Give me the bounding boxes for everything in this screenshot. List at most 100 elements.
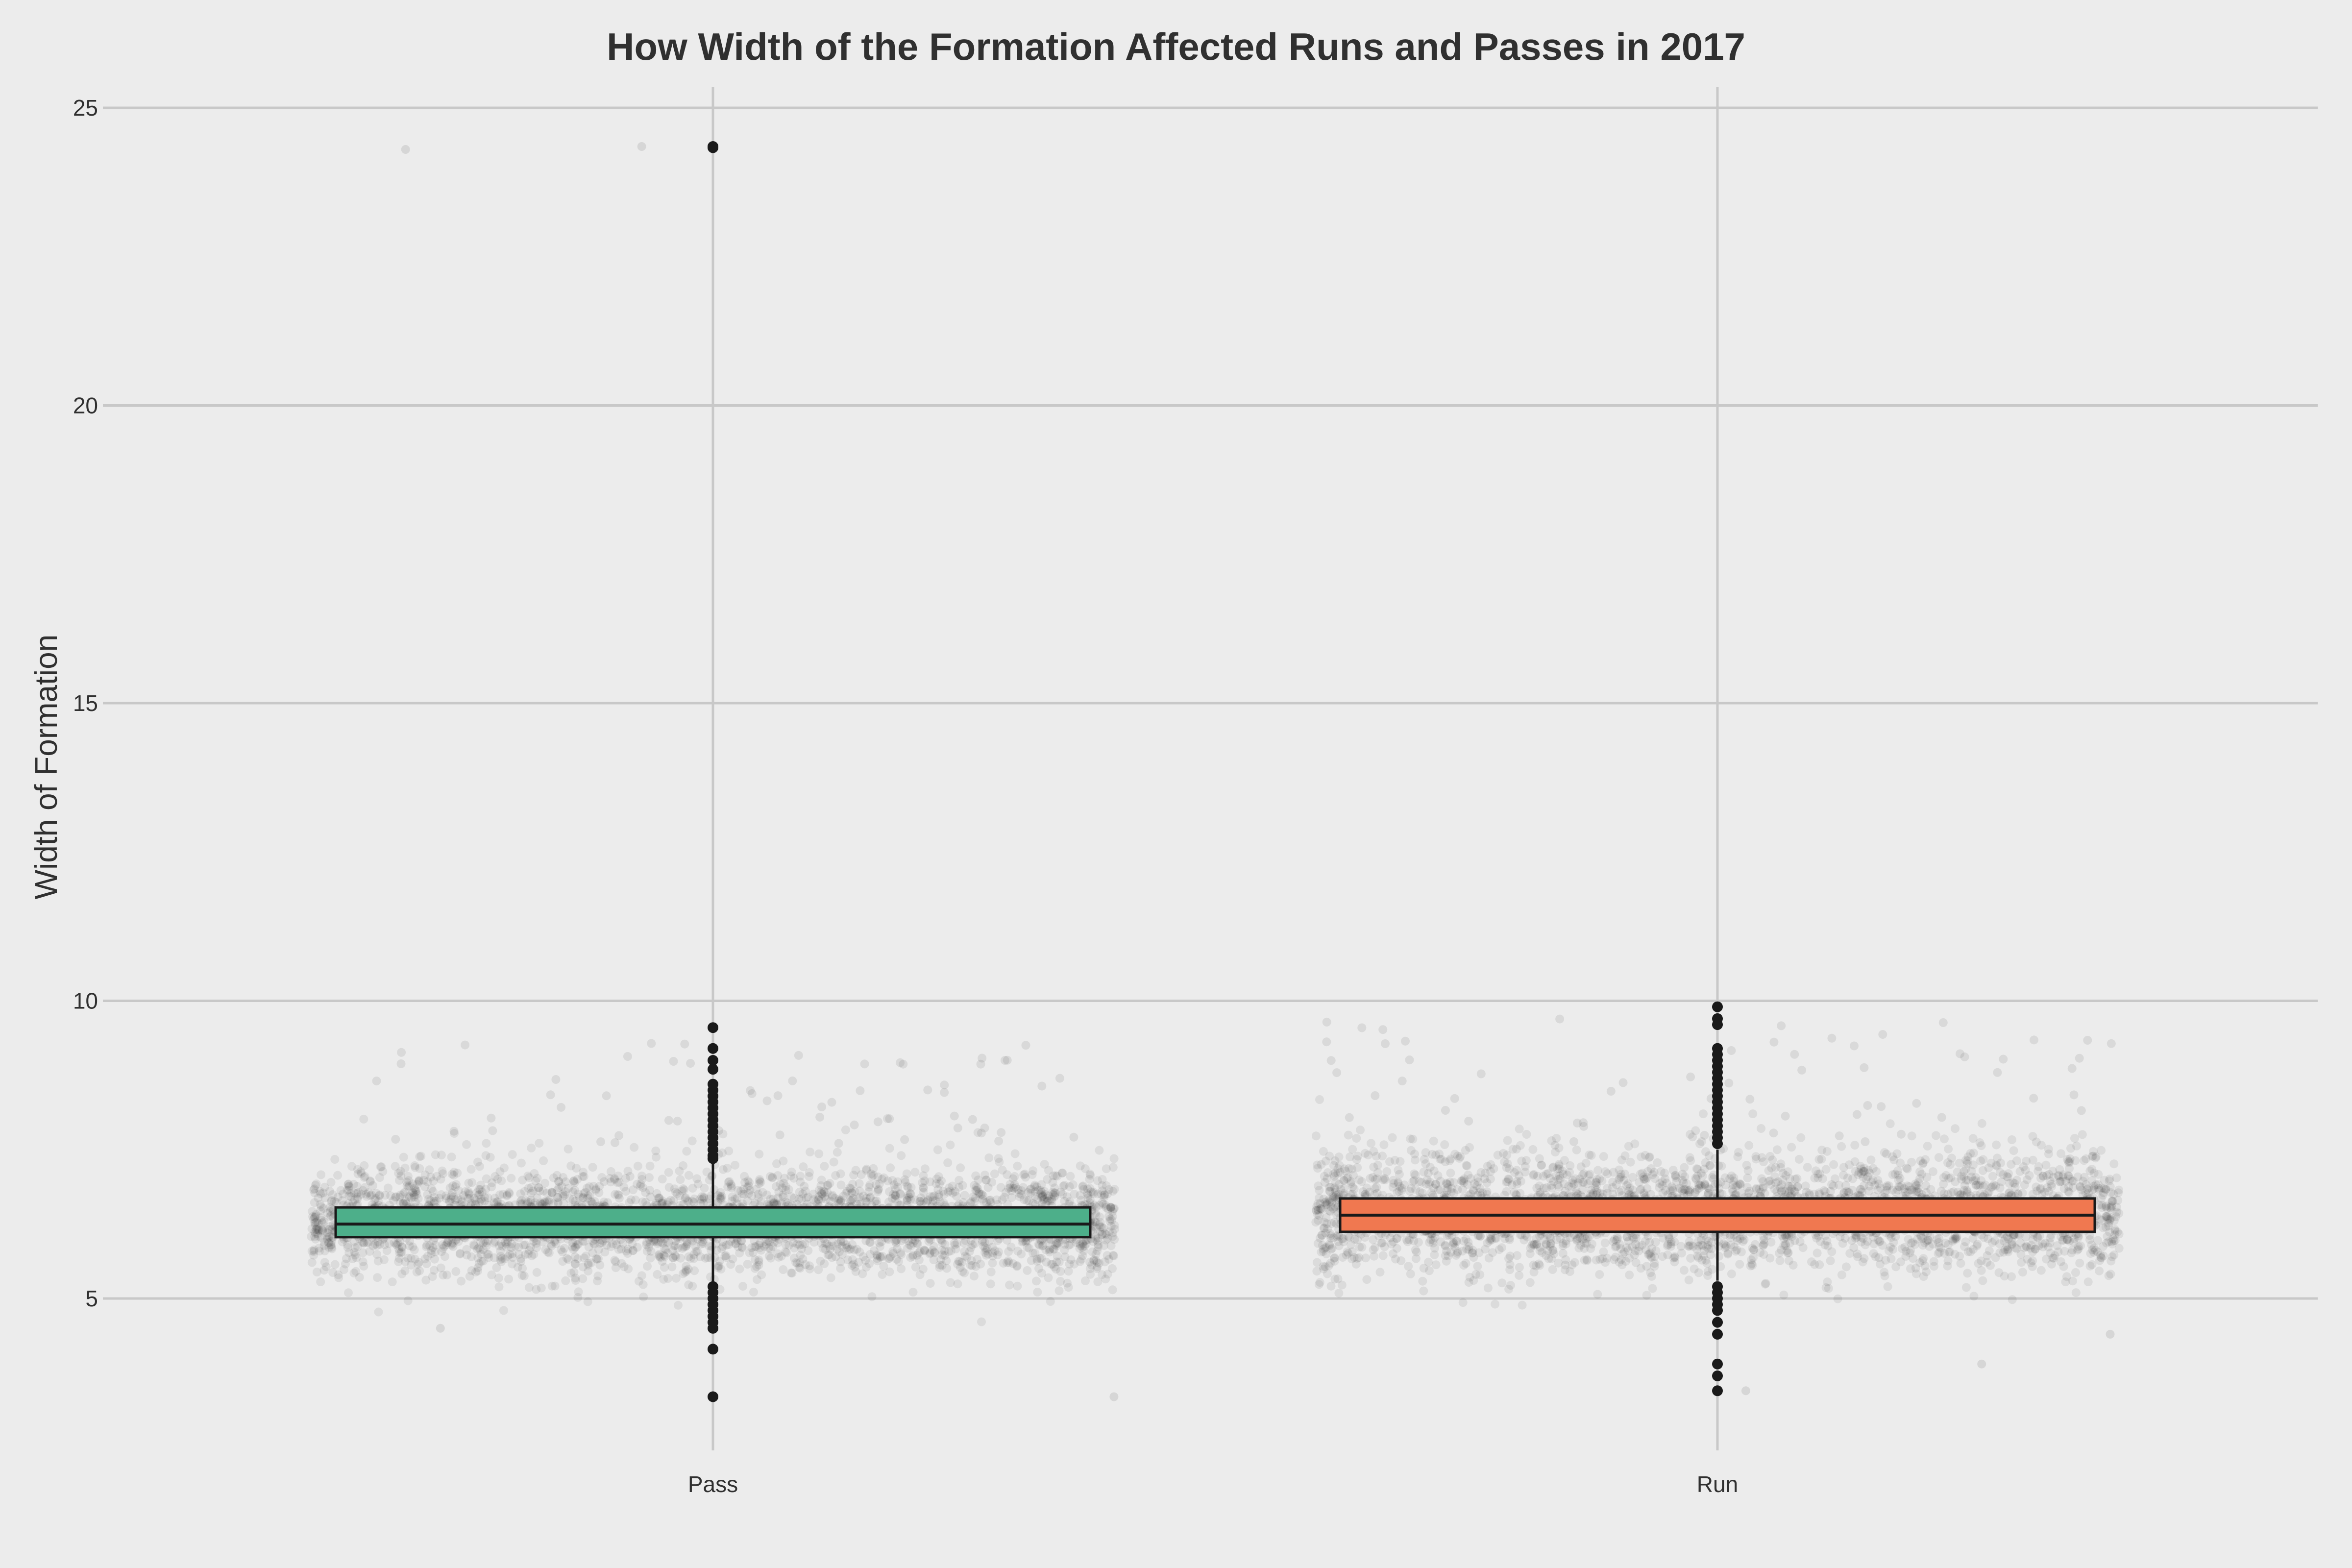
jitter-point (447, 1170, 457, 1179)
jitter-point (1765, 1152, 1775, 1161)
jitter-point (499, 1306, 508, 1315)
jitter-point (395, 1192, 404, 1201)
jitter-point (646, 1192, 655, 1201)
jitter-point (982, 1244, 992, 1253)
jitter-point (872, 1250, 882, 1259)
jitter-point (1006, 1242, 1016, 1251)
jitter-point (1104, 1212, 1113, 1221)
jitter-point (864, 1187, 873, 1197)
jitter-point (743, 1260, 752, 1269)
jitter-point (1098, 1230, 1107, 1239)
jitter-point (1106, 1203, 1115, 1212)
jitter-point (401, 145, 410, 154)
jitter-point (449, 1192, 458, 1201)
jitter-point (715, 1192, 725, 1201)
jitter-point (980, 1171, 989, 1179)
jitter-point (480, 1237, 490, 1246)
jitter-point (366, 1191, 375, 1200)
jitter-point (487, 1270, 496, 1279)
jitter-point (1684, 1275, 1693, 1285)
jitter-point (614, 1177, 624, 1187)
jitter-point (750, 1236, 759, 1246)
jitter-point (937, 1246, 947, 1255)
jitter-point (774, 1252, 784, 1262)
jitter-point (651, 1237, 660, 1246)
jitter-point (571, 1276, 580, 1285)
jitter-point (1529, 1171, 1538, 1180)
jitter-point (841, 1125, 850, 1134)
jitter-point (977, 1317, 986, 1326)
jitter-point (1106, 1202, 1115, 1212)
jitter-point (550, 1281, 560, 1291)
jitter-point (1106, 1241, 1116, 1250)
jitter-point (891, 1184, 900, 1194)
jitter-point (396, 1249, 405, 1257)
jitter-point (359, 1114, 368, 1124)
jitter-point (1098, 1186, 1107, 1196)
jitter-point (1050, 1191, 1059, 1200)
jitter-point (397, 1048, 406, 1057)
jitter-point (976, 1059, 985, 1069)
jitter-point (721, 1251, 731, 1260)
jitter-point (970, 1239, 980, 1248)
jitter-point (897, 1151, 906, 1160)
jitter-point (523, 1198, 533, 1207)
jitter-point (1080, 1164, 1090, 1173)
jitter-point (585, 1182, 594, 1191)
jitter-point (827, 1098, 836, 1107)
jitter-point (1334, 1289, 1344, 1298)
jitter-point (1110, 1185, 1119, 1194)
jitter-point (931, 1179, 941, 1188)
jitter-point (888, 1176, 897, 1185)
jitter-point (542, 1188, 552, 1198)
jitter-point (493, 1175, 502, 1184)
jitter-point (796, 1177, 805, 1187)
jitter-point (971, 1171, 980, 1180)
jitter-point (806, 1148, 815, 1157)
jitter-point (1088, 1237, 1098, 1246)
jitter-point (1013, 1185, 1023, 1194)
jitter-point (507, 1174, 516, 1183)
jitter-point (411, 1198, 420, 1207)
jitter-point (768, 1173, 777, 1182)
jitter-point (1646, 1164, 1656, 1173)
jitter-point (374, 1307, 383, 1317)
jitter-point (829, 1157, 838, 1167)
jitter-point (1919, 1272, 1928, 1281)
jitter-point (954, 1256, 963, 1266)
jitter-point (519, 1271, 529, 1280)
jitter-point (893, 1177, 902, 1186)
jitter-point (356, 1167, 366, 1176)
jitter-point (792, 1239, 802, 1249)
jitter-point (645, 1161, 655, 1171)
jitter-point (755, 1150, 764, 1159)
jitter-point (903, 1194, 912, 1203)
jitter-point (404, 1192, 414, 1201)
jitter-point (610, 1174, 619, 1183)
jitter-point (756, 1177, 765, 1187)
jitter-point (465, 1194, 474, 1203)
jitter-point (2036, 1141, 2046, 1150)
jitter-point (535, 1139, 544, 1148)
jitter-point (532, 1236, 541, 1245)
jitter-point (926, 1192, 935, 1201)
jitter-point (736, 1186, 745, 1196)
jitter-point (1019, 1183, 1028, 1192)
jitter-point (986, 1279, 995, 1289)
jitter-point (679, 1185, 688, 1195)
jitter-point (794, 1051, 803, 1060)
jitter-point (847, 1261, 857, 1270)
jitter-point (986, 1267, 996, 1276)
jitter-point (743, 1196, 752, 1205)
jitter-point (461, 1040, 470, 1050)
jitter-point (1091, 1232, 1101, 1241)
jitter-point (457, 1276, 466, 1286)
jitter-point (1005, 1280, 1014, 1290)
grid-layer (103, 87, 2318, 1450)
jitter-point (1054, 1286, 1064, 1296)
jitter-point (928, 1246, 937, 1255)
jitter-point (1841, 1262, 1851, 1272)
jitter-point (580, 1253, 589, 1263)
jitter-point (1046, 1297, 1055, 1306)
jitter-point (935, 1260, 944, 1270)
